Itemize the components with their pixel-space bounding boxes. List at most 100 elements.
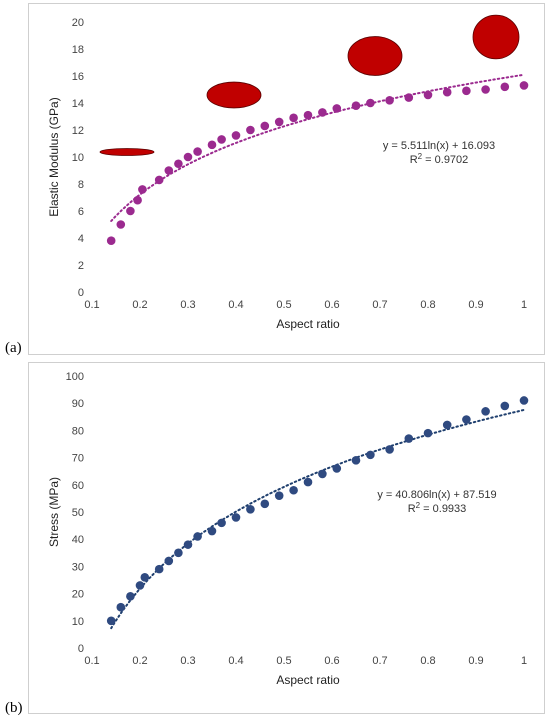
- y-tick-label: 100: [66, 371, 84, 383]
- y-tick-label: 2: [78, 260, 84, 272]
- data-point: [193, 532, 202, 541]
- stress-chart: 0.1 0.2 0.3 0.4 0.5 0.6 0.7 0.8 0.9 1010203040506…: [47, 371, 529, 687]
- x-tick-label: 1: [521, 655, 527, 667]
- data-point: [423, 428, 433, 438]
- y-tick-label: 90: [72, 398, 84, 410]
- data-point: [289, 113, 298, 123]
- x-tick-label: 0.3: [180, 299, 195, 311]
- y-axis-title: Stress (MPa): [47, 477, 61, 547]
- y-tick-label: 18: [72, 44, 84, 56]
- chart-panel-a: 0.1 0.2 0.3 0.4 0.5 0.6 0.7 0.8 0.9 1 0 2 4 6 8 10 12 14 1…: [28, 3, 545, 355]
- y-tick-label: 60: [72, 480, 84, 492]
- y-axis-title: Elastic Modulus (GPa): [47, 97, 61, 216]
- data-point: [366, 98, 375, 108]
- ellipse-illustration: [206, 81, 262, 109]
- data-point: [231, 131, 241, 140]
- data-point: [174, 548, 183, 558]
- x-tick-label: 0.4: [228, 655, 243, 667]
- data-point: [500, 82, 510, 92]
- x-tick-label: 0.4: [228, 299, 243, 311]
- x-tick-label: 0.9: [468, 655, 483, 667]
- data-point: [318, 469, 327, 479]
- data-point: [423, 90, 433, 100]
- ellipse-illustration: [347, 36, 403, 76]
- data-point: [385, 445, 394, 454]
- data-point: [193, 147, 202, 156]
- data-point: [404, 434, 414, 443]
- y-tick-label: 14: [72, 98, 84, 110]
- x-tick-label: 0.2: [132, 299, 147, 311]
- data-point: [106, 236, 116, 245]
- y-tick-label: 12: [72, 125, 84, 137]
- data-point: [126, 206, 135, 216]
- data-point: [126, 592, 135, 601]
- y-tick-label: 70: [72, 453, 84, 465]
- data-point: [164, 166, 174, 175]
- ellipse-illustration: [99, 148, 155, 156]
- x-tick-label: 0.1: [84, 299, 99, 311]
- y-tick-label: 6: [78, 206, 84, 218]
- y-tick-label: 40: [72, 534, 84, 546]
- data-point: [318, 108, 327, 117]
- data-point: [217, 135, 226, 144]
- data-point: [217, 518, 226, 528]
- data-point: [116, 220, 126, 229]
- data-point: [481, 85, 490, 94]
- data-point: [207, 140, 217, 150]
- data-point: [303, 477, 313, 487]
- data-point: [303, 110, 313, 120]
- elastic-modulus-chart: 0.1 0.2 0.3 0.4 0.5 0.6 0.7 0.8 0.9 1024681012141…: [47, 14, 529, 331]
- data-point: [500, 401, 510, 411]
- r-squared-label: R2 = 0.9702: [410, 152, 469, 166]
- y-tick-label: 20: [72, 589, 84, 601]
- data-point: [246, 504, 255, 514]
- data-point: [164, 556, 174, 566]
- data-point: [462, 86, 471, 96]
- y-tick-label: 0: [78, 287, 84, 299]
- x-tick-label: 0.1: [84, 655, 99, 667]
- data-point: [385, 96, 394, 105]
- x-tick-label: 0.6: [324, 299, 339, 311]
- data-point: [442, 420, 452, 430]
- x-tick-label: 0.2: [132, 655, 147, 667]
- panel-label-a: (a): [5, 340, 22, 356]
- data-point: [481, 407, 490, 416]
- data-point: [135, 581, 145, 590]
- y-tick-label: 16: [72, 71, 84, 83]
- data-point: [519, 81, 529, 90]
- data-point: [246, 125, 255, 135]
- x-tick-label: 0.7: [372, 299, 387, 311]
- x-tick-label: 0.5: [276, 299, 291, 311]
- y-tick-label: 0: [78, 643, 84, 655]
- y-tick-label: 10: [72, 152, 84, 164]
- data-point: [351, 456, 361, 465]
- data-point: [154, 564, 164, 574]
- data-point: [116, 602, 126, 612]
- data-point: [404, 93, 414, 102]
- trendline-equation: y = 40.806ln(x) + 87.519: [377, 489, 496, 501]
- data-point: [106, 616, 116, 626]
- data-point: [133, 195, 142, 205]
- trendline: [110, 73, 525, 222]
- x-tick-label: 0.8: [420, 655, 435, 667]
- data-point: [442, 87, 452, 97]
- x-tick-label: 0.5: [276, 655, 291, 667]
- data-point: [366, 450, 375, 460]
- y-tick-label: 20: [72, 17, 84, 29]
- data-point: [138, 185, 147, 194]
- y-tick-label: 30: [72, 561, 84, 573]
- data-point: [207, 526, 217, 536]
- data-point: [462, 415, 471, 424]
- x-tick-label: 0.9: [468, 299, 483, 311]
- trendline: [110, 408, 525, 630]
- data-point: [274, 491, 284, 500]
- data-point: [289, 485, 298, 495]
- x-tick-label: 0.6: [324, 655, 339, 667]
- chart-panel-b: 0.1 0.2 0.3 0.4 0.5 0.6 0.7 0.8 0.9 1 0 10 20 30 40 50 6…: [28, 362, 545, 714]
- y-tick-label: 4: [78, 233, 84, 245]
- data-point: [260, 121, 270, 131]
- trendline-equation: y = 5.511ln(x) + 16.093: [383, 140, 495, 152]
- y-tick-label: 80: [72, 425, 84, 437]
- x-tick-label: 0.8: [420, 299, 435, 311]
- data-point: [174, 159, 183, 169]
